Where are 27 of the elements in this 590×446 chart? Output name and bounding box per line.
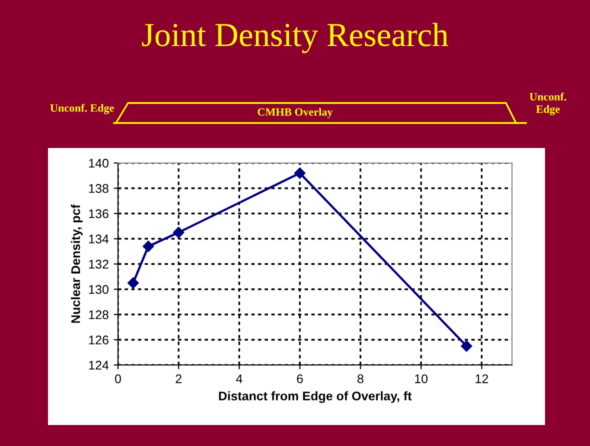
point [128,277,139,289]
x-tick-label: 12 [476,374,488,384]
y-tick-label: 138 [89,184,108,193]
x-tick-label: 10 [415,374,428,384]
y-tick-label: 124 [89,360,109,370]
y-axis-title: Nuclear Density, pcf [70,204,83,323]
x-tick-label: 0 [115,374,121,384]
x-tick-label: 6 [297,374,303,384]
text: Unconf. Edge [530,92,566,116]
y-tick-label: 130 [89,285,108,294]
chart-title: Joint Density Research [142,22,448,54]
x-tick-label: 2 [176,374,182,384]
point [142,240,154,252]
y-tick-label: 128 [89,310,108,320]
y-tick-label: 136 [89,209,108,218]
y-tick-label: 134 [89,234,109,244]
x-tick-label: 8 [358,374,364,384]
y-tick-label: 132 [89,260,108,269]
y-tick-label: 126 [89,336,108,344]
point [294,167,306,179]
y-tick-label: 140 [89,158,108,168]
text: Unconf. Edge [50,104,114,114]
point [460,340,472,352]
x-axis-title: Distanct from Edge of Overlay, ft [219,391,412,403]
point [173,226,184,238]
text: CMHB Overlay [258,108,333,118]
x-tick-label: 4 [236,374,242,384]
